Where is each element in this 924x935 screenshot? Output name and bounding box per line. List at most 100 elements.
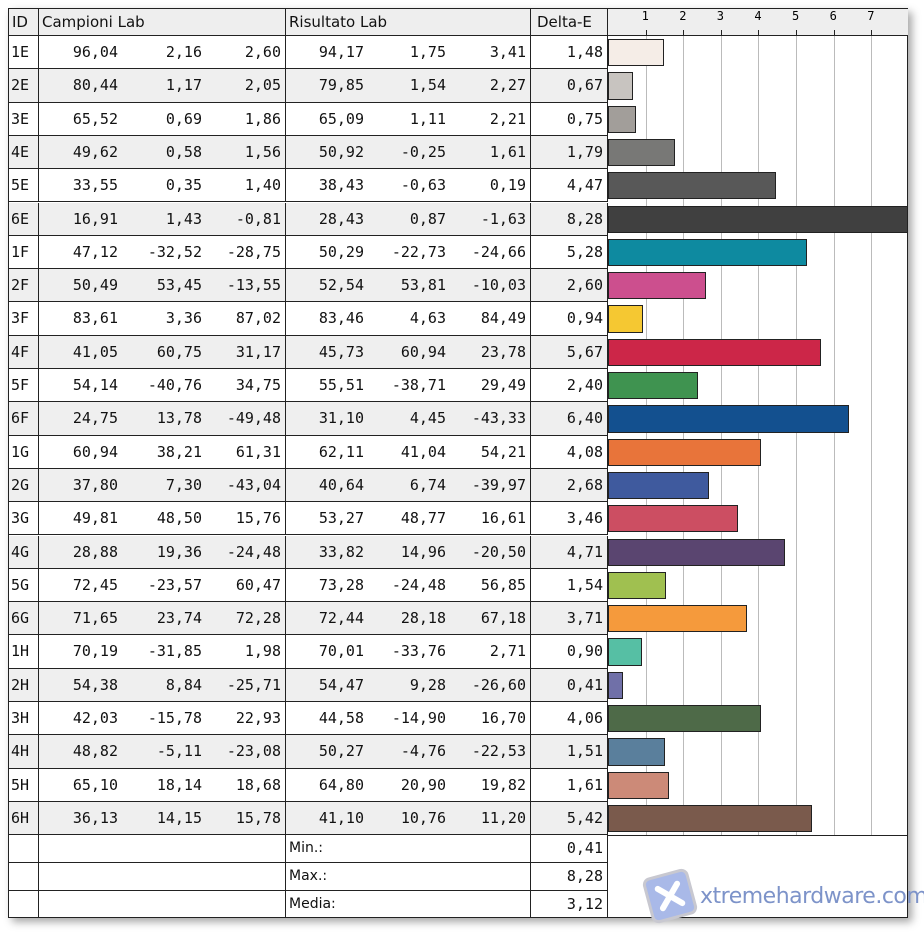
axis-tick-label: 5 [792,9,800,23]
result-lab-value: 1,75 [368,36,450,70]
result-lab-value: -22,53 [450,735,531,769]
delta-e-bar-1F [608,238,807,267]
row-id: 1H [9,635,39,669]
sample-lab-value: 54,14 [39,369,122,403]
delta-e-value: 0,67 [531,69,608,103]
delta-e-bar-6G [608,605,748,633]
header-campioni-lab: Campioni Lab [39,9,286,36]
sample-lab-value: -24,48 [206,535,286,569]
sample-lab-value: 48,82 [39,735,122,769]
sample-lab-value: 13,78 [122,402,206,436]
sample-lab-value: 49,81 [39,502,122,536]
delta-e-value: 2,68 [531,468,608,503]
summary-label: Max.: [286,862,531,891]
sample-lab-value: 54,38 [39,668,122,702]
result-lab-value: -22,73 [368,235,450,270]
result-lab-value: -10,03 [450,269,531,303]
sample-lab-value: -5,11 [122,735,206,769]
sample-lab-value: -31,85 [122,635,206,669]
result-lab-value: 9,28 [368,668,450,702]
row-id: 3F [9,302,39,336]
result-lab-value: -26,60 [450,668,531,702]
sample-lab-value: -23,57 [122,568,206,603]
result-lab-value: 79,85 [286,69,368,103]
result-lab-value: 84,49 [450,302,531,336]
row-id: 3G [9,502,39,536]
result-lab-value: 50,27 [286,735,368,769]
result-lab-value: 1,54 [368,69,450,103]
row-id: 3E [9,102,39,136]
sample-lab-value: 80,44 [39,69,122,103]
sample-lab-value: 18,68 [206,768,286,802]
sample-lab-value: 2,60 [206,36,286,70]
axis-tick-label: 1 [641,9,649,23]
delta-e-value: 1,61 [531,768,608,802]
delta-e-bar-4H [608,738,665,766]
result-lab-value: 14,96 [368,535,450,569]
axis-tick [645,30,647,36]
sample-lab-value: 60,94 [39,435,122,469]
sample-lab-value: 0,35 [122,169,206,203]
result-lab-value: 16,70 [450,702,531,736]
sample-lab-value: 8,84 [122,668,206,702]
gridline [871,36,873,836]
row-id: 3H [9,702,39,736]
sample-lab-value: 24,75 [39,402,122,436]
result-lab-value: 50,92 [286,135,368,170]
sample-lab-value: 87,02 [206,302,286,336]
header-risultato-lab: Risultato Lab [286,9,531,36]
result-lab-value: 54,21 [450,435,531,469]
row-id: 4G [9,535,39,569]
result-lab-value: -39,97 [450,468,531,503]
sample-lab-value: 1,17 [122,69,206,103]
axis-tick [833,30,835,36]
row-id: 2E [9,69,39,103]
row-id: 5H [9,768,39,802]
summary-label: Min.: [286,835,531,863]
sample-lab-value: -40,76 [122,369,206,403]
axis-tick [758,30,760,36]
row-id: 1F [9,235,39,270]
sample-lab-value: 28,88 [39,535,122,569]
delta-e-bar-5H [608,771,669,799]
gridline [758,36,760,836]
sample-lab-value: 83,61 [39,302,122,336]
gridline [833,36,835,836]
delta-e-bar-5F [608,372,699,400]
sample-lab-value: 1,43 [122,202,206,236]
sample-lab-value: 42,03 [39,702,122,736]
delta-e-bar-6H [608,804,812,833]
result-lab-value: -24,66 [450,235,531,270]
result-lab-value: 1,61 [450,135,531,170]
row-id: 2G [9,468,39,503]
result-lab-value: 19,82 [450,768,531,802]
delta-e-value: 8,28 [531,202,608,236]
result-lab-value: 41,10 [286,801,368,836]
result-lab-value: -38,71 [368,369,450,403]
delta-e-bar-2E [608,72,634,100]
delta-e-bar-2G [608,471,709,500]
result-lab-value: 83,46 [286,302,368,336]
result-lab-value: 45,73 [286,335,368,369]
summary-empty [9,862,39,891]
sample-lab-value: -15,78 [122,702,206,736]
result-lab-value: 3,41 [450,36,531,70]
result-lab-value: -0,25 [368,135,450,170]
delta-e-value: 0,75 [531,102,608,136]
row-id: 4H [9,735,39,769]
result-lab-value: 65,09 [286,102,368,136]
chart-axis-header [608,9,908,36]
sample-lab-value: 65,10 [39,768,122,802]
delta-e-value: 6,40 [531,402,608,436]
header-id: ID [9,9,39,36]
result-lab-value: 70,01 [286,635,368,669]
result-lab-value: 31,10 [286,402,368,436]
delta-e-bar-3F [608,305,644,333]
summary-empty [39,890,286,919]
result-lab-value: -1,63 [450,202,531,236]
sample-lab-value: 34,75 [206,369,286,403]
sample-lab-value: 33,55 [39,169,122,203]
sample-lab-value: 22,93 [206,702,286,736]
result-lab-value: 64,80 [286,768,368,802]
delta-e-bar-2F [608,272,706,300]
